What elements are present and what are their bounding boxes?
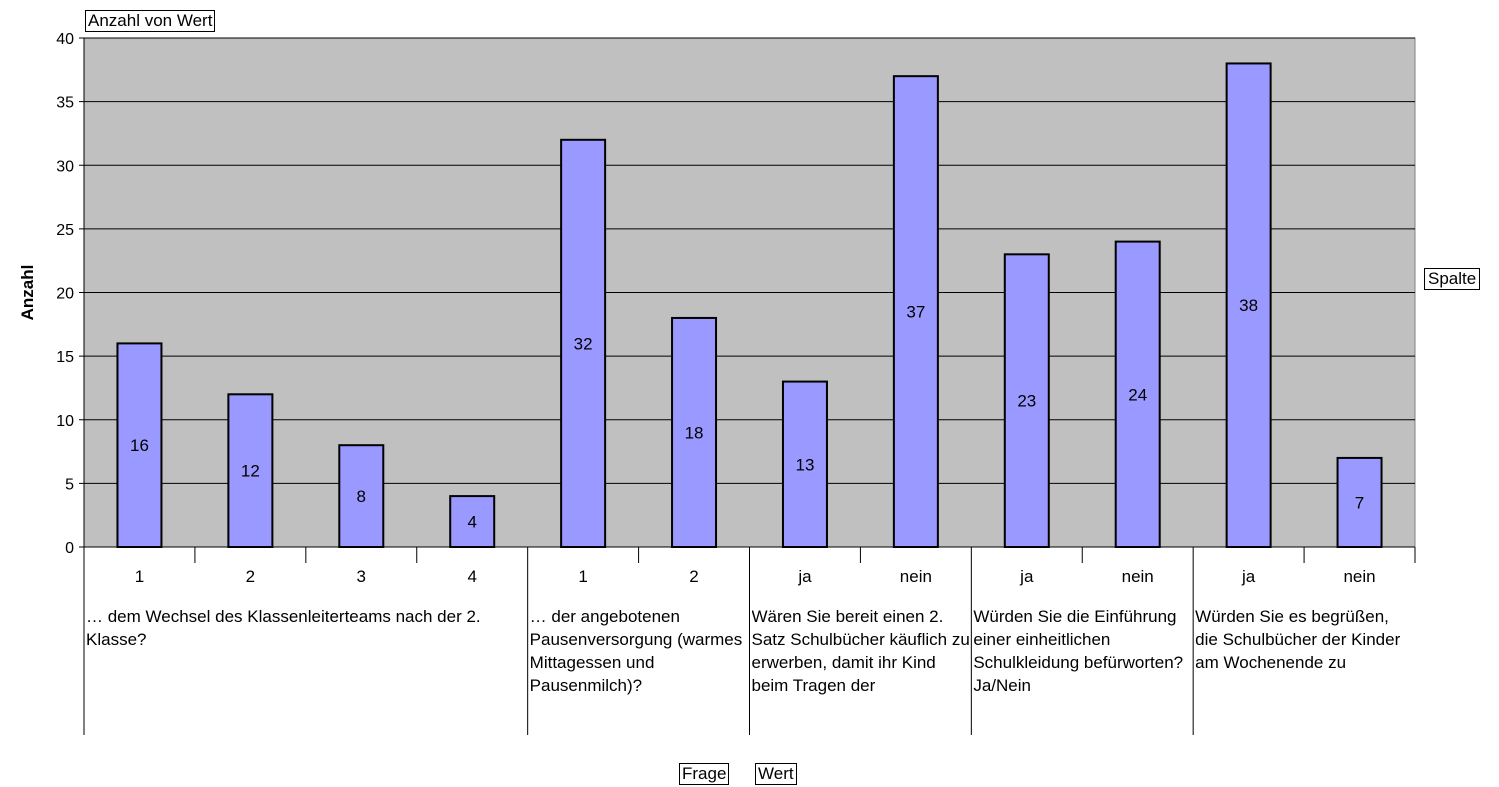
bar: [892, 75, 939, 549]
y-tick-label: 30: [56, 158, 74, 175]
bar: [1114, 240, 1161, 548]
bar: [1336, 456, 1383, 548]
bar: [227, 393, 274, 548]
x-category-label: 1: [135, 567, 144, 586]
bar-data-label: 13: [795, 455, 814, 474]
bar-data-label: 4: [467, 513, 476, 532]
bar-data-label: 7: [1355, 493, 1364, 512]
question-group-label: Würden Sie es begrüßen, die Schulbücher …: [1195, 607, 1401, 672]
bar-data-label: 32: [574, 334, 593, 353]
row-field-button-wert[interactable]: Wert: [755, 763, 797, 785]
question-group-label: … dem Wechsel des Klassenleiterteams nac…: [86, 607, 481, 649]
x-category-label: ja: [1019, 567, 1034, 586]
y-tick-label: 20: [56, 286, 74, 303]
bar-data-label: 18: [685, 423, 704, 442]
bar-data-label: 38: [1239, 296, 1258, 315]
question-group-label: Wären Sie bereit einen 2. Satz Schulbüch…: [751, 607, 970, 695]
column-field-button[interactable]: Spalte: [1424, 268, 1481, 290]
y-tick-label: 25: [56, 222, 74, 239]
y-axis-title: Anzahl: [18, 265, 37, 321]
bars: 16 12 8 4 32 18 13 37 23 24 38 7: [116, 62, 1383, 549]
y-tick-label: 10: [56, 413, 74, 430]
x-category-label: 3: [357, 567, 366, 586]
bar: [338, 444, 385, 549]
bar-data-label: 8: [357, 487, 366, 506]
y-tick-label: 15: [56, 349, 74, 366]
x-category-label: 2: [246, 567, 255, 586]
bar-data-label: 24: [1128, 385, 1147, 404]
gridlines: [84, 37, 1415, 484]
row-field-button-frage[interactable]: Frage: [679, 763, 730, 785]
y-tick-label: 5: [65, 476, 74, 493]
x-category-label: ja: [797, 567, 812, 586]
bar: [449, 495, 496, 549]
bar-data-label: 37: [906, 303, 925, 322]
y-tick-label: 0: [65, 540, 74, 557]
x-category-label: 1: [578, 567, 587, 586]
x-category-label: 4: [467, 567, 476, 586]
x-category-label: nein: [1122, 567, 1154, 586]
y-tick-label: 35: [56, 95, 74, 112]
x-category-label: nein: [900, 567, 932, 586]
x-category-label: ja: [1241, 567, 1256, 586]
y-tick-label: 40: [56, 31, 74, 48]
bar-data-label: 23: [1017, 392, 1036, 411]
question-group-label: … der angebotenen Pausenversorgung (warm…: [529, 607, 743, 695]
data-field-button[interactable]: Anzahl von Wert: [85, 10, 216, 32]
bar: [671, 316, 718, 549]
question-group-label: Würden Sie die Einführung einer einheitl…: [973, 607, 1184, 695]
x-category-label: 2: [689, 567, 698, 586]
bar-data-label: 16: [130, 436, 149, 455]
bar: [1225, 62, 1272, 548]
bar: [781, 380, 828, 549]
bar: [1003, 253, 1050, 548]
bar-data-label: 12: [241, 462, 260, 481]
x-category-label: nein: [1343, 567, 1375, 586]
